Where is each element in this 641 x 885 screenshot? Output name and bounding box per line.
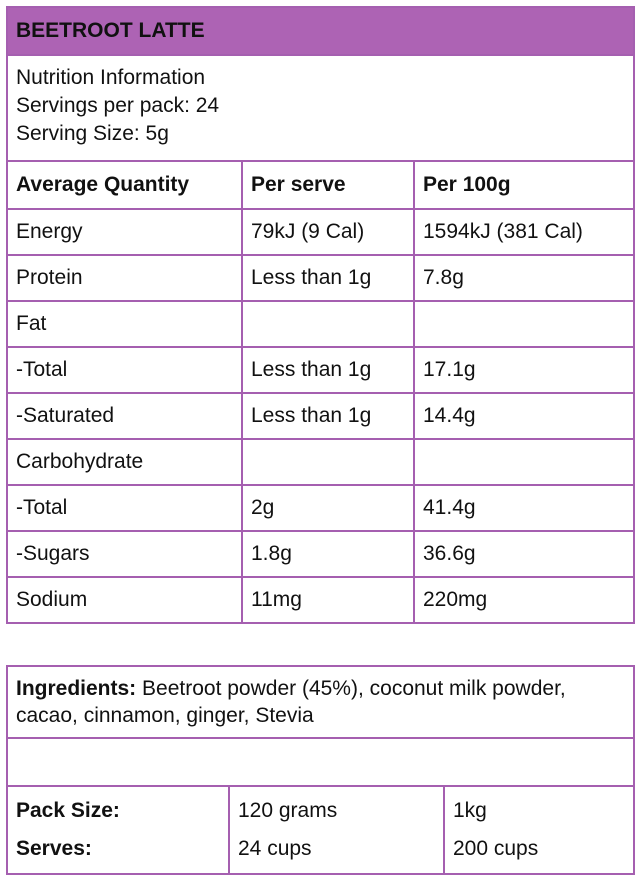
row-label: -Total bbox=[6, 346, 243, 394]
title-row: BEETROOT LATTE bbox=[6, 6, 635, 56]
row-per-serve: Less than 1g bbox=[241, 346, 415, 394]
row-label: Carbohydrate bbox=[6, 438, 243, 486]
row-per-100g bbox=[413, 300, 635, 348]
table-row: Energy 79kJ (9 Cal) 1594kJ (381 Cal) bbox=[6, 208, 635, 256]
row-per-serve: 1.8g bbox=[241, 530, 415, 578]
pack-option-large-serves: 200 cups bbox=[453, 837, 539, 860]
table-row: Protein Less than 1g 7.8g bbox=[6, 254, 635, 302]
pack-info-table: Ingredients: Beetroot powder (45%), coco… bbox=[5, 665, 636, 875]
row-per-100g: 1594kJ (381 Cal) bbox=[413, 208, 635, 256]
row-per-serve: Less than 1g bbox=[241, 392, 415, 440]
row-per-100g: 7.8g bbox=[413, 254, 635, 302]
table-row: -Sugars 1.8g 36.6g bbox=[6, 530, 635, 578]
table-row: Sodium 11mg 220mg bbox=[6, 576, 635, 624]
pack-option-large-size: 1kg bbox=[453, 799, 487, 822]
table-row: -Total 2g 41.4g bbox=[6, 484, 635, 532]
row-label: Sodium bbox=[6, 576, 243, 624]
pack-size-row: Pack Size: Serves: 120 grams 24 cups 1kg… bbox=[6, 785, 636, 875]
blank-row bbox=[5, 737, 636, 787]
row-per-serve: 11mg bbox=[241, 576, 415, 624]
row-per-serve: 79kJ (9 Cal) bbox=[241, 208, 415, 256]
row-label: Fat bbox=[6, 300, 243, 348]
table-row: Carbohydrate bbox=[6, 438, 635, 486]
row-per-100g: 14.4g bbox=[413, 392, 635, 440]
table-row: -Saturated Less than 1g 14.4g bbox=[6, 392, 635, 440]
ingredients-label: Ingredients: bbox=[16, 677, 137, 700]
pack-option-small-serves: 24 cups bbox=[238, 837, 312, 860]
nutrition-table: BEETROOT LATTE Nutrition Information Ser… bbox=[6, 6, 635, 624]
column-header-row: Average Quantity Per serve Per 100g bbox=[6, 160, 635, 210]
row-label: -Saturated bbox=[6, 392, 243, 440]
nutrition-info-heading: Nutrition Information bbox=[16, 66, 206, 89]
ingredients-cell: Ingredients: Beetroot powder (45%), coco… bbox=[5, 665, 636, 739]
row-label: -Total bbox=[6, 484, 243, 532]
serving-size: Serving Size: 5g bbox=[16, 122, 169, 145]
pack-option-small: 120 grams 24 cups bbox=[228, 785, 445, 875]
column-header-average-quantity: Average Quantity bbox=[6, 160, 243, 210]
row-per-serve: Less than 1g bbox=[241, 254, 415, 302]
row-per-100g: 41.4g bbox=[413, 484, 635, 532]
pack-size-label: Pack Size: bbox=[16, 799, 120, 822]
row-label: Protein bbox=[6, 254, 243, 302]
table-row: -Total Less than 1g 17.1g bbox=[6, 346, 635, 394]
table-row: Fat bbox=[6, 300, 635, 348]
serves-label: Serves: bbox=[16, 837, 92, 860]
ingredients-row: Ingredients: Beetroot powder (45%), coco… bbox=[5, 665, 636, 739]
row-per-100g: 17.1g bbox=[413, 346, 635, 394]
row-per-serve bbox=[241, 300, 415, 348]
product-title: BEETROOT LATTE bbox=[6, 6, 635, 56]
info-row: Nutrition Information Servings per pack:… bbox=[6, 54, 635, 162]
row-per-serve bbox=[241, 438, 415, 486]
row-label: Energy bbox=[6, 208, 243, 256]
ingredients-text: Beetroot powder (45%), coconut milk powd… bbox=[16, 677, 566, 727]
column-header-per-serve: Per serve bbox=[241, 160, 415, 210]
servings-per-pack: Servings per pack: 24 bbox=[16, 94, 220, 117]
row-per-serve: 2g bbox=[241, 484, 415, 532]
blank-cell bbox=[5, 737, 636, 787]
row-label: -Sugars bbox=[6, 530, 243, 578]
row-per-100g bbox=[413, 438, 635, 486]
pack-option-small-size: 120 grams bbox=[238, 799, 338, 822]
pack-option-large: 1kg 200 cups bbox=[442, 785, 636, 875]
row-per-100g: 220mg bbox=[413, 576, 635, 624]
column-header-per-100g: Per 100g bbox=[413, 160, 635, 210]
pack-labels: Pack Size: Serves: bbox=[6, 785, 230, 875]
nutrition-info: Nutrition Information Servings per pack:… bbox=[6, 54, 635, 162]
row-per-100g: 36.6g bbox=[413, 530, 635, 578]
